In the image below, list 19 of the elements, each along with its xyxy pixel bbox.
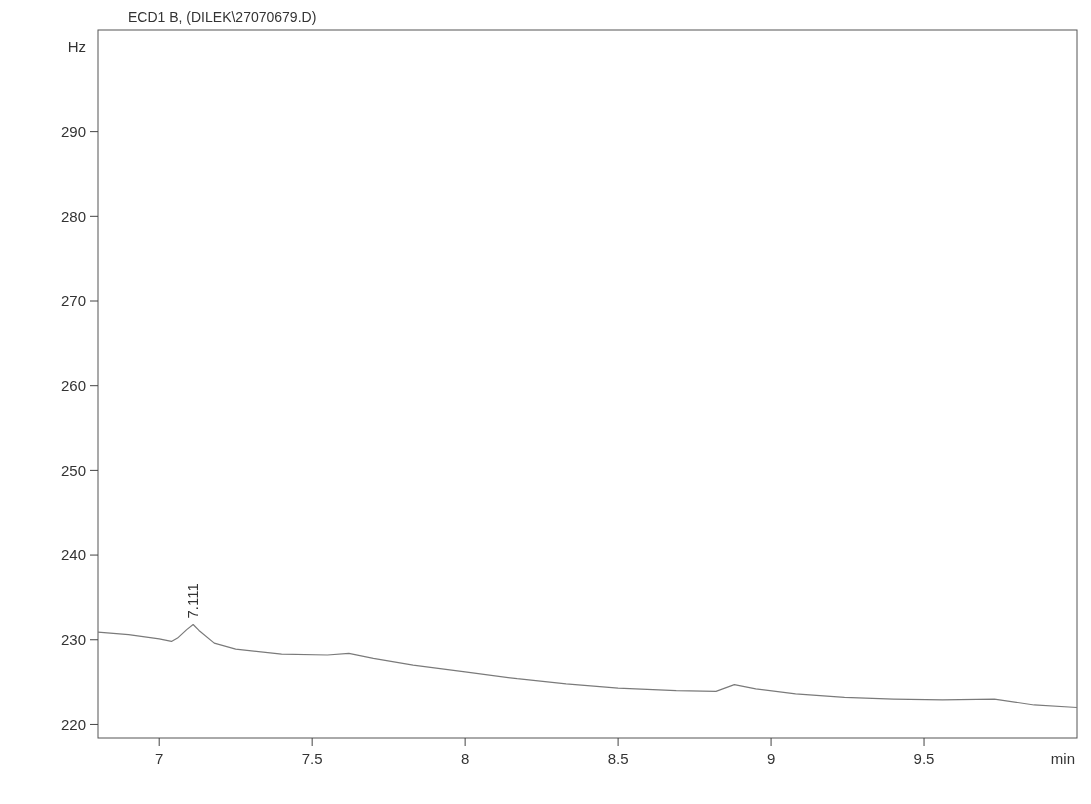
x-tick-label: 9: [766, 750, 776, 767]
y-tick-label: 250: [60, 461, 86, 479]
x-tick-label: 8.5: [607, 750, 629, 767]
y-tick-label: 270: [60, 292, 86, 310]
annotation: 7.111: [184, 583, 202, 619]
x-axis-title: min: [1050, 750, 1075, 767]
y-tick-label: 230: [60, 631, 86, 649]
x-tick-label: 9.5: [913, 750, 935, 767]
y-tick-label: 290: [60, 122, 86, 140]
y-axis-title: Hz: [67, 38, 86, 55]
x-tick-label: 8: [460, 750, 470, 767]
y-tick-label: 280: [60, 207, 86, 225]
y-tick-label: 260: [60, 376, 86, 394]
line-series: [97, 623, 1078, 709]
x-tick-label: 7: [155, 750, 164, 767]
y-tick-label: 240: [60, 546, 86, 564]
chart-title: ECD1 B, (DILEK\27070679.D): [128, 9, 317, 25]
y-tick-label: 220: [60, 715, 86, 733]
x-tick-label: 7.5: [301, 750, 323, 767]
